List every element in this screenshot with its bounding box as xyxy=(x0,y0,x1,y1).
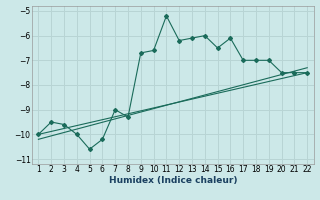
X-axis label: Humidex (Indice chaleur): Humidex (Indice chaleur) xyxy=(108,176,237,185)
